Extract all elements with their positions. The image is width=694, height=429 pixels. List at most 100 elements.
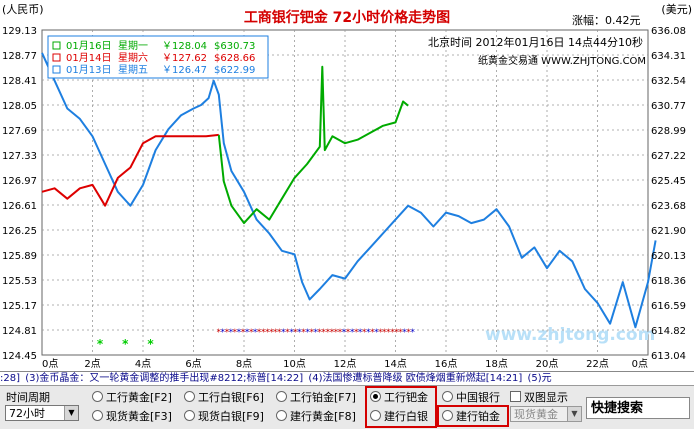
legend-text: $628.66: [214, 53, 255, 64]
chart-title: 工商银行钯金 72小时价格走势图: [244, 9, 450, 26]
radio-ccb-gold[interactable]: 建行黄金[F8]: [276, 408, 356, 424]
legend-text: $630.73: [214, 41, 255, 52]
chart-grid: [41, 29, 649, 356]
legend-text: ￥126.47: [162, 65, 207, 76]
radio-boc[interactable]: 中国银行: [442, 389, 500, 405]
series-line: [41, 133, 219, 207]
right-unit-label: (美元): [661, 3, 692, 16]
event-marker: *: [237, 328, 242, 338]
event-marker: *: [378, 328, 383, 338]
radio-spot-gold[interactable]: 现货黄金[F3]: [92, 408, 172, 424]
event-marker: *: [277, 328, 282, 338]
legend-text: ￥127.62: [162, 53, 207, 64]
radio-icbc-gold[interactable]: 工行黄金[F2]: [92, 389, 172, 405]
series-line: [41, 52, 657, 329]
y-left-tick-label: 124.81: [2, 326, 37, 337]
period-label: 时间周期: [6, 391, 50, 404]
event-marker: *: [386, 328, 391, 338]
ticker-item[interactable]: :28]: [0, 373, 20, 384]
radio-icbc-platinum[interactable]: 工行铂金[F7]: [276, 389, 356, 405]
source-label: 纸黄金交易通 WWW.ZHJTONG.COM: [478, 54, 646, 67]
event-marker: *: [269, 328, 274, 338]
y-right-tick-label: 632.54: [651, 76, 686, 87]
event-marker: *: [382, 328, 387, 338]
period-select[interactable]: 72小时 ▼: [5, 405, 79, 421]
quick-search-label: 快捷搜索: [591, 401, 644, 416]
y-left-tick-label: 128.77: [2, 51, 37, 62]
gold-select-value: 现货黄金: [514, 408, 558, 421]
radio-label: 工行白银[F6]: [198, 391, 264, 404]
radio-label: 建行铂金: [456, 410, 500, 423]
y-left-tick-label: 124.45: [2, 351, 37, 362]
y-left-tick-label: 125.89: [2, 251, 37, 262]
event-marker: *: [245, 328, 250, 338]
event-marker: *: [147, 337, 154, 351]
event-marker: *: [281, 328, 286, 338]
news-ticker[interactable]: :28] (3)金币晶金：又一轮黄金调整的推手出现#8212;标普[14:22]…: [0, 371, 694, 386]
radio-label: 工行黄金[F2]: [106, 391, 172, 404]
legend-text: 01月13日: [66, 64, 111, 76]
radio-spot-silver[interactable]: 现货白银[F9]: [184, 408, 264, 424]
y-right-tick-label: 616.59: [651, 301, 686, 312]
quick-search-button[interactable]: 快捷搜索: [586, 397, 690, 419]
dual-chart-checkbox[interactable]: 双图显示: [510, 389, 568, 405]
event-marker: *: [285, 328, 290, 338]
legend-text: 星期五: [118, 64, 148, 76]
event-marker: *: [318, 328, 323, 338]
price-chart: www.zhjtong.com * * ** * * * * * * * * * * * * * * * * * * * *…: [2, 3, 692, 370]
event-marker: *: [390, 328, 395, 338]
radio-label: 工行铂金[F7]: [290, 391, 356, 404]
legend-swatch: [52, 65, 61, 74]
y-left-tick-label: 125.53: [2, 276, 37, 287]
y-right-tick-label: 623.68: [651, 201, 686, 212]
chevron-down-icon[interactable]: ▼: [567, 407, 581, 421]
series-line: [217, 65, 409, 225]
x-tick-label: 16点: [435, 358, 458, 370]
x-tick-label: 2点: [84, 358, 100, 370]
gold-type-select[interactable]: 现货黄金 ▼: [510, 406, 582, 422]
legend-box: 01月16日 星期一 ￥128.04 $630.73 01月14日 星期六 ￥127.62 $…: [47, 35, 269, 79]
event-marker: *: [410, 328, 415, 338]
event-marker: *: [261, 328, 266, 338]
x-tick-label: 20点: [536, 358, 559, 370]
event-marker: *: [326, 328, 331, 338]
y-left-tick-label: 126.97: [2, 176, 37, 187]
y-right-tick-label: 630.77: [651, 101, 686, 112]
event-marker: *: [358, 328, 363, 338]
y-left-tick-label: 126.25: [2, 226, 37, 237]
chevron-down-icon[interactable]: ▼: [64, 406, 78, 420]
radio-icbc-silver[interactable]: 工行白银[F6]: [184, 389, 264, 405]
radio-label: 建行黄金[F8]: [290, 410, 356, 423]
event-marker: *: [233, 328, 238, 338]
event-marker: *: [253, 328, 258, 338]
x-tick-label: 18点: [485, 358, 508, 370]
y-right-tick-label: 613.04: [651, 351, 686, 362]
legend-text: $622.99: [214, 65, 255, 76]
x-tick-label: 0点: [632, 358, 648, 370]
event-marker: *: [330, 328, 335, 338]
y-left-tick-label: 125.17: [2, 301, 37, 312]
event-marker: *: [398, 328, 403, 338]
event-marker: *: [350, 328, 355, 338]
y-right-tick-label: 627.22: [651, 151, 686, 162]
event-marker: *: [313, 328, 318, 338]
y-right-tick-label: 634.31: [651, 51, 686, 62]
event-marker: *: [362, 328, 367, 338]
y-right-tick-label: 614.82: [651, 326, 686, 337]
event-markers: * * ** * * * * * * * * * * * * * * * * * * * * * * * * * * * * * * * * * * * *…: [97, 328, 415, 351]
event-marker: *: [265, 328, 270, 338]
event-marker: *: [354, 328, 359, 338]
ticker-item[interactable]: (3)金币晶金：又一轮黄金调整的推手出现#8212;标普[14:22]: [25, 373, 304, 384]
ticker-item[interactable]: (4)法国惨遭标普降级 欧债烽烟重新燃起[14:21]: [308, 373, 523, 384]
radio-ccb-silver[interactable]: 建行白银: [370, 408, 428, 424]
event-marker: *: [257, 328, 262, 338]
radio-ccb-platinum[interactable]: 建行铂金: [442, 408, 500, 424]
dual-chart-label: 双图显示: [524, 391, 568, 404]
radio-label: 工行钯金: [384, 391, 428, 404]
radio-icbc-palladium[interactable]: 工行钯金: [370, 389, 428, 405]
y-right-tick-label: 620.13: [651, 251, 686, 262]
x-tick-label: 14点: [384, 358, 407, 370]
left-unit-label: (人民币): [2, 3, 44, 16]
y-right-tick-label: 621.90: [651, 226, 686, 237]
ticker-item[interactable]: (5)元: [527, 373, 552, 384]
